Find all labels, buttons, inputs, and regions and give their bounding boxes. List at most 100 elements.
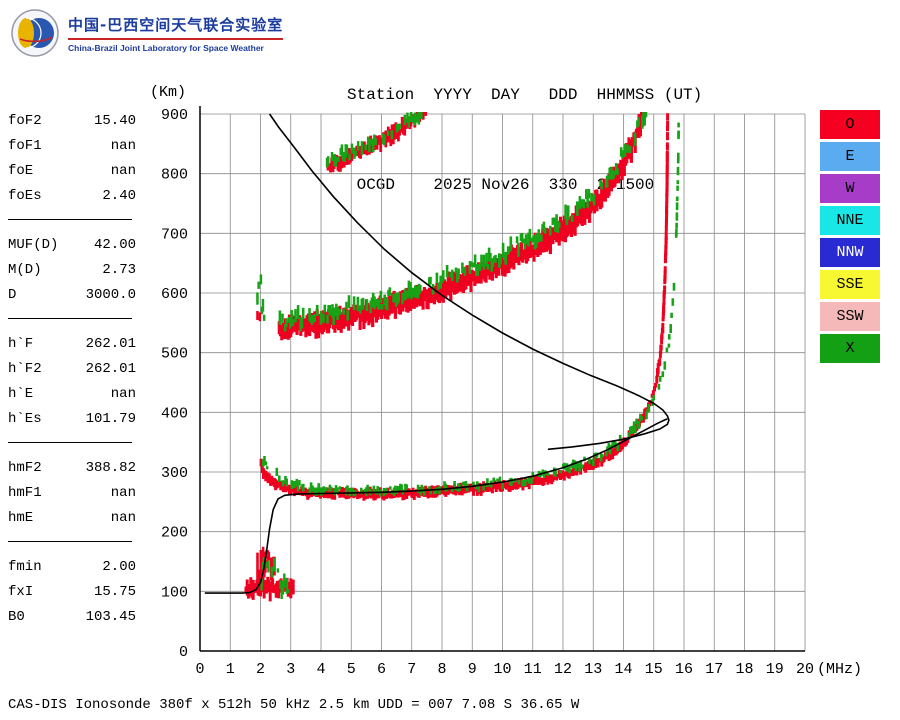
logo-title-cn: 中国-巴西空间天气联合实验室 <box>68 14 284 40</box>
legend-item-nne: NNE <box>820 206 880 235</box>
logo-text: 中国-巴西空间天气联合实验室 China-Brazil Joint Labora… <box>68 14 284 53</box>
parameter-value: nan <box>110 162 136 179</box>
parameter-value: nan <box>110 509 136 526</box>
svg-text:9: 9 <box>468 661 477 678</box>
parameter-row: h`F2 262.01 <box>8 356 136 381</box>
legend-item-x: X <box>820 334 880 363</box>
parameter-row: h`E nan <box>8 381 136 406</box>
lab-logo: 中国-巴西空间天气联合实验室 China-Brazil Joint Labora… <box>10 8 284 58</box>
logo-globe-icon <box>11 9 59 57</box>
legend-item-ssw: SSW <box>820 302 880 331</box>
parameter-panel: foF2 15.40 foF1 nan foE nan foEs 2.40 MUF(D) 42.0… <box>8 108 136 629</box>
svg-text:800: 800 <box>161 167 188 184</box>
parameter-row: foEs 2.40 <box>8 183 136 208</box>
svg-text:500: 500 <box>161 346 188 363</box>
svg-text:900: 900 <box>161 107 188 124</box>
group-divider <box>8 541 132 542</box>
parameter-label: h`E <box>8 385 34 402</box>
parameter-value: 103.45 <box>85 608 136 625</box>
parameter-label: h`F2 <box>8 360 42 377</box>
instrument-caption: CAS-DIS Ionosonde 380f x 512h 50 kHz 2.5… <box>8 697 580 713</box>
station-header-line1: Station YYYY DAY DDD HHMMSS (UT) <box>347 86 703 104</box>
svg-text:300: 300 <box>161 465 188 482</box>
svg-text:20: 20 <box>796 661 814 678</box>
parameter-row: hmF1 nan <box>8 480 136 505</box>
svg-text:6: 6 <box>377 661 386 678</box>
legend-item-e: E <box>820 142 880 171</box>
parameter-value: 2.40 <box>102 187 136 204</box>
parameter-row: foE nan <box>8 158 136 183</box>
legend-item-w: W <box>820 174 880 203</box>
parameter-value: nan <box>110 484 136 501</box>
parameter-label: hmE <box>8 509 34 526</box>
svg-text:13: 13 <box>584 661 602 678</box>
group-divider <box>8 219 132 220</box>
parameter-value: 3000.0 <box>85 286 136 303</box>
parameter-row: D 3000.0 <box>8 282 136 307</box>
parameter-label: M(D) <box>8 261 42 278</box>
svg-text:17: 17 <box>705 661 723 678</box>
parameter-value: nan <box>110 385 136 402</box>
parameter-label: foF1 <box>8 137 42 154</box>
svg-text:0: 0 <box>195 661 204 678</box>
group-divider <box>8 442 132 443</box>
parameter-row: foF2 15.40 <box>8 108 136 133</box>
svg-text:14: 14 <box>614 661 632 678</box>
parameter-row: M(D) 2.73 <box>8 257 136 282</box>
svg-text:(MHz): (MHz) <box>817 661 862 678</box>
station-header-line2: OCGD 2025 Nov26 330 201500 <box>347 176 655 194</box>
svg-text:(Km): (Km) <box>150 84 186 101</box>
svg-text:600: 600 <box>161 286 188 303</box>
svg-text:200: 200 <box>161 525 188 542</box>
svg-text:15: 15 <box>645 661 663 678</box>
station-header: Station YYYY DAY DDD HHMMSS (UT) OCGD 20… <box>347 20 702 260</box>
parameter-value: 388.82 <box>85 459 136 476</box>
parameter-label: hmF1 <box>8 484 42 501</box>
svg-text:2: 2 <box>256 661 265 678</box>
svg-text:16: 16 <box>675 661 693 678</box>
parameter-row: fmin 2.00 <box>8 554 136 579</box>
parameter-value: 2.00 <box>102 558 136 575</box>
parameter-label: B0 <box>8 608 25 625</box>
svg-text:19: 19 <box>766 661 784 678</box>
parameter-label: fxI <box>8 583 34 600</box>
svg-text:10: 10 <box>493 661 511 678</box>
parameter-value: 262.01 <box>85 335 136 352</box>
svg-text:1: 1 <box>226 661 235 678</box>
parameter-row: foF1 nan <box>8 133 136 158</box>
group-divider <box>8 318 132 319</box>
svg-text:7: 7 <box>407 661 416 678</box>
parameter-row: B0 103.45 <box>8 604 136 629</box>
svg-text:12: 12 <box>554 661 572 678</box>
legend-item-o: O <box>820 110 880 139</box>
parameter-row: h`Es 101.79 <box>8 406 136 431</box>
svg-text:0: 0 <box>179 644 188 661</box>
parameter-row: MUF(D) 42.00 <box>8 232 136 257</box>
svg-text:4: 4 <box>316 661 325 678</box>
parameter-value: nan <box>110 137 136 154</box>
parameter-value: 2.73 <box>102 261 136 278</box>
svg-text:3: 3 <box>286 661 295 678</box>
parameter-label: hmF2 <box>8 459 42 476</box>
svg-text:5: 5 <box>347 661 356 678</box>
parameter-value: 15.40 <box>93 112 136 129</box>
svg-text:8: 8 <box>437 661 446 678</box>
logo-title-en: China-Brazil Joint Laboratory for Space … <box>68 42 264 53</box>
parameter-label: h`Es <box>8 410 42 427</box>
parameter-row: fxI 15.75 <box>8 579 136 604</box>
legend-item-nnw: NNW <box>820 238 880 267</box>
legend-item-sse: SSE <box>820 270 880 299</box>
parameter-value: 42.00 <box>93 236 136 253</box>
svg-text:18: 18 <box>735 661 753 678</box>
parameter-value: 15.75 <box>93 583 136 600</box>
parameter-label: D <box>8 286 17 303</box>
parameter-label: h`F <box>8 335 34 352</box>
parameter-row: hmF2 388.82 <box>8 455 136 480</box>
parameter-value: 262.01 <box>85 360 136 377</box>
polarization-legend: O E W NNE NNW SSE SSW X <box>820 110 880 366</box>
svg-text:700: 700 <box>161 226 188 243</box>
parameter-row: h`F 262.01 <box>8 331 136 356</box>
parameter-label: MUF(D) <box>8 236 59 253</box>
parameter-label: foEs <box>8 187 42 204</box>
